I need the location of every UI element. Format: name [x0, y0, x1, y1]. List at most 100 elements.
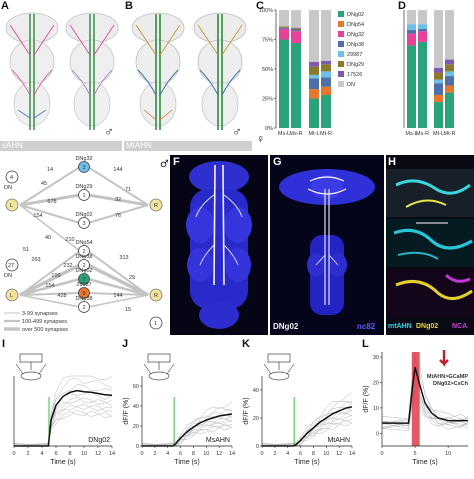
center-node-name: DNg29: [75, 184, 92, 190]
edge-weight-label: 51: [23, 247, 29, 253]
bar-dng02: [407, 45, 416, 128]
bar-17526: [321, 60, 331, 65]
panel-h: H mtAHN DNg02 NCA: [386, 155, 474, 335]
panel-c: C 0% 25% 50% 75% 100% Ms-L Ms-R Mt-L Mt-R DNg02 DN…: [254, 0, 394, 152]
panel-c-label: C: [256, 0, 264, 12]
y-tick-label: 75%: [262, 38, 273, 44]
bar-dnp38: [279, 27, 289, 29]
panel-g-label: G: [273, 156, 282, 168]
bar-dng29: [291, 28, 301, 31]
y-tick-label: 20: [133, 424, 139, 430]
legend-swatch: [338, 11, 344, 17]
bar-dnp54: [309, 89, 319, 99]
panel-h-label: H: [388, 156, 396, 168]
y-tick-label: 0: [376, 431, 379, 437]
bar-dng02: [418, 41, 427, 128]
bar-dng32: [407, 33, 416, 46]
panel-i: I 0 2 4 6 8 10 12 14 Time (s) DNg02: [0, 338, 118, 474]
legend-3-99: 3-99 synapses: [22, 311, 58, 317]
genotype-line2: DNg02>CsCh: [433, 381, 469, 387]
trial-trace: [381, 351, 469, 420]
bar-17526: [445, 59, 454, 65]
bar-dng02: [445, 92, 454, 128]
edge-weight-label: 154: [33, 213, 42, 219]
bar-dn_rest: [445, 10, 454, 60]
x-tick-label: 4: [166, 451, 169, 457]
bar-dng02: [291, 43, 301, 128]
edge-weight-label: 144: [113, 293, 122, 299]
bar-dng32: [291, 31, 301, 44]
edge-weight-label: 210: [65, 237, 74, 243]
center-node-count: 2: [82, 263, 85, 269]
edge-weight-label: 232: [63, 263, 72, 269]
center-node: [78, 189, 90, 201]
panel-c-chart: 0% 25% 50% 75% 100% Ms-L Ms-R Mt-L Mt-R DNg02 DNp5…: [259, 8, 364, 137]
x-tick-label: 0: [140, 451, 143, 457]
edge-weight-label: 32: [115, 197, 121, 203]
y-tick-label: 40: [253, 388, 259, 394]
legend-swatch: [338, 21, 344, 27]
x-tick-label: 5: [414, 451, 417, 457]
bar-dn_rest: [407, 10, 416, 25]
x-tick-label: 8: [68, 451, 71, 457]
panel-f-label: F: [173, 156, 180, 168]
trial-trace: [13, 378, 113, 447]
node-left-dn-mid: [5, 258, 19, 272]
y-tick-label: 60: [133, 384, 139, 390]
x-axis-label: Time (s): [50, 459, 75, 466]
bar-dn_rest: [418, 10, 427, 25]
panel-k-label: K: [242, 338, 250, 350]
panel-g-micrograph: [279, 169, 375, 315]
bar-dng29: [309, 66, 319, 75]
edge-weight-label: 45: [41, 181, 47, 187]
center-node-count: 2: [82, 305, 85, 311]
panel-g-tag-nc82: nc82: [357, 322, 376, 331]
x-tick-label: 0: [260, 451, 263, 457]
x-axis-label: Time (s): [412, 459, 437, 466]
bar-dn_rest: [309, 10, 319, 62]
y-tick-label: 50%: [262, 67, 273, 73]
panel-e-sex-symbol: ♂: [160, 159, 168, 170]
y-tick-label: 30: [373, 355, 379, 361]
mean-trace: [14, 389, 113, 447]
panel-h-tag-mtahn: mtAHN: [388, 323, 412, 330]
bar-dnp38: [445, 76, 454, 86]
center-node-count: 3: [82, 165, 85, 171]
y-tick-label: 20: [253, 416, 259, 422]
center-node: [78, 273, 90, 285]
node-right-dn-bottom: [149, 316, 163, 330]
center-node: [78, 217, 90, 229]
y-tick-label: 100%: [259, 8, 273, 14]
y-tick-label: 40: [133, 404, 139, 410]
svg-text:4: 4: [10, 175, 13, 181]
bar-dn_rest: [321, 10, 331, 61]
panel-a-caption: sAHN: [2, 141, 23, 150]
panel-c-sex-symbol: ♀: [256, 132, 265, 146]
edge-weight-label: 428: [57, 293, 66, 299]
edge-weight-label: 40: [45, 235, 51, 241]
node-right-r-bottom: [149, 288, 163, 302]
panel-a-label: A: [1, 0, 9, 12]
panel-j-label: J: [122, 338, 129, 350]
bar-dnp38: [291, 30, 301, 32]
panel-l-chart: 0 5 10 0 10 20 30 Time (s) dF/F (%) MtAHN>GCaMPDN…: [363, 350, 469, 466]
panel-d-label: D: [398, 0, 406, 12]
light-arrow-icon: [439, 350, 449, 367]
y-axis-label: dF/F (%): [243, 397, 250, 424]
edge-weight-label: 29: [129, 275, 135, 281]
y-tick-label: 10: [373, 406, 379, 412]
x-tick-label: 8: [192, 451, 195, 457]
trace-label: MsAHN: [206, 437, 230, 444]
rig-schematic: [263, 353, 295, 381]
svg-text:DN: DN: [4, 185, 12, 191]
center-node: [78, 287, 90, 299]
center-node-count: 7: [82, 277, 85, 283]
panel-d: D Ms-L Ms-R Mt-L Mt-R: [396, 0, 474, 152]
category-label: Ms-R: [289, 131, 302, 137]
panel-b-neuron-render: [131, 12, 247, 130]
panel-b-caption-bar: MtAHN: [124, 141, 252, 151]
panel-h-micrograph: [386, 169, 474, 317]
y-axis-label: dF/F (%): [363, 385, 370, 412]
category-label: Mt-L: [309, 131, 320, 137]
panel-h-tag-dng02: DNg02: [416, 323, 439, 330]
